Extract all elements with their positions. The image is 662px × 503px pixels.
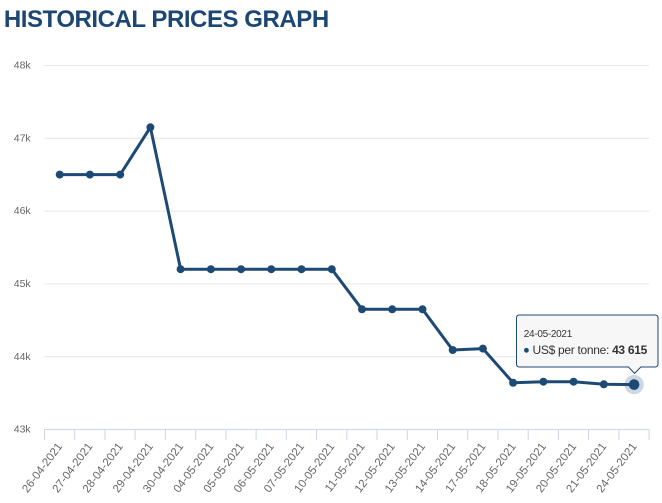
svg-text:44k: 44k (14, 351, 32, 363)
svg-text:48k: 48k (14, 60, 32, 72)
svg-text:24-05-2021: 24-05-2021 (524, 329, 573, 340)
svg-text:US$ per tonne: 43 615: US$ per tonne: 43 615 (533, 343, 648, 357)
svg-text:HISTORICAL PRICES GRAPH: HISTORICAL PRICES GRAPH (4, 6, 329, 33)
svg-text:45k: 45k (14, 278, 32, 290)
svg-text:43k: 43k (14, 424, 32, 436)
svg-text:46k: 46k (14, 205, 32, 217)
svg-text:47k: 47k (14, 132, 32, 144)
